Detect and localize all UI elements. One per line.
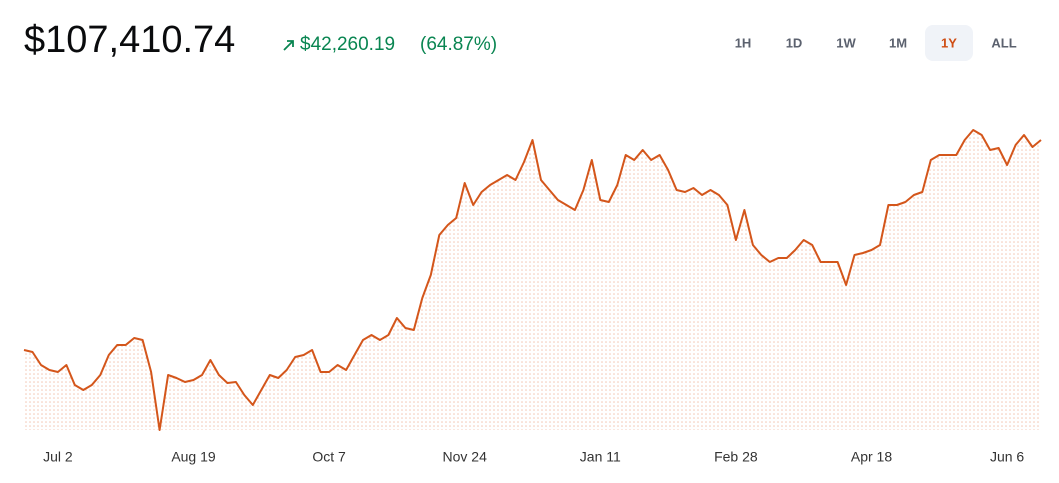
timeframe-button[interactable]: ALL	[991, 35, 1016, 50]
up-arrow-icon	[283, 40, 294, 51]
price-change: $42,260.19	[300, 34, 395, 55]
price-line	[23, 129, 1042, 431]
x-tick-label: Nov 24	[443, 449, 488, 465]
timeframe-button[interactable]: 1M	[889, 35, 907, 50]
x-tick-label: Apr 18	[851, 449, 892, 465]
x-tick-label: Feb 28	[714, 449, 758, 465]
plot-area: Jul 2 Aug 19 Oct 7 Nov 24 Jan 11 Feb 28 Apr 18…	[23, 129, 1042, 465]
timeframe-label[interactable]: 1D	[786, 35, 803, 50]
timeframe-label[interactable]: 1Y	[941, 35, 957, 50]
x-tick-label: Jan 11	[580, 449, 621, 465]
x-tick-label: Jun 6	[990, 449, 1024, 465]
timeframe-button[interactable]: 1W	[836, 35, 856, 50]
timeframe-button[interactable]: 1D	[786, 35, 803, 50]
timeframe-button[interactable]: 1H	[735, 35, 752, 50]
timeframe-label[interactable]: 1M	[889, 35, 907, 50]
selected-bg	[925, 25, 973, 61]
timeframe-button[interactable]: 1Y	[925, 25, 973, 61]
timeframe-label[interactable]: ALL	[991, 35, 1016, 50]
price: $107,410.74	[24, 19, 235, 61]
area-fill	[24, 130, 1041, 430]
timeframe-selector: 1H 1D 1W 1M 1Y ALL	[735, 25, 1017, 61]
x-tick-label: Oct 7	[312, 449, 346, 465]
x-tick-label: Aug 19	[171, 449, 216, 465]
timeframe-label[interactable]: 1H	[735, 35, 752, 50]
percent-change: (64.87%)	[420, 34, 497, 55]
x-tick-label: Jul 2	[43, 449, 73, 465]
timeframe-label[interactable]: 1W	[836, 35, 856, 50]
